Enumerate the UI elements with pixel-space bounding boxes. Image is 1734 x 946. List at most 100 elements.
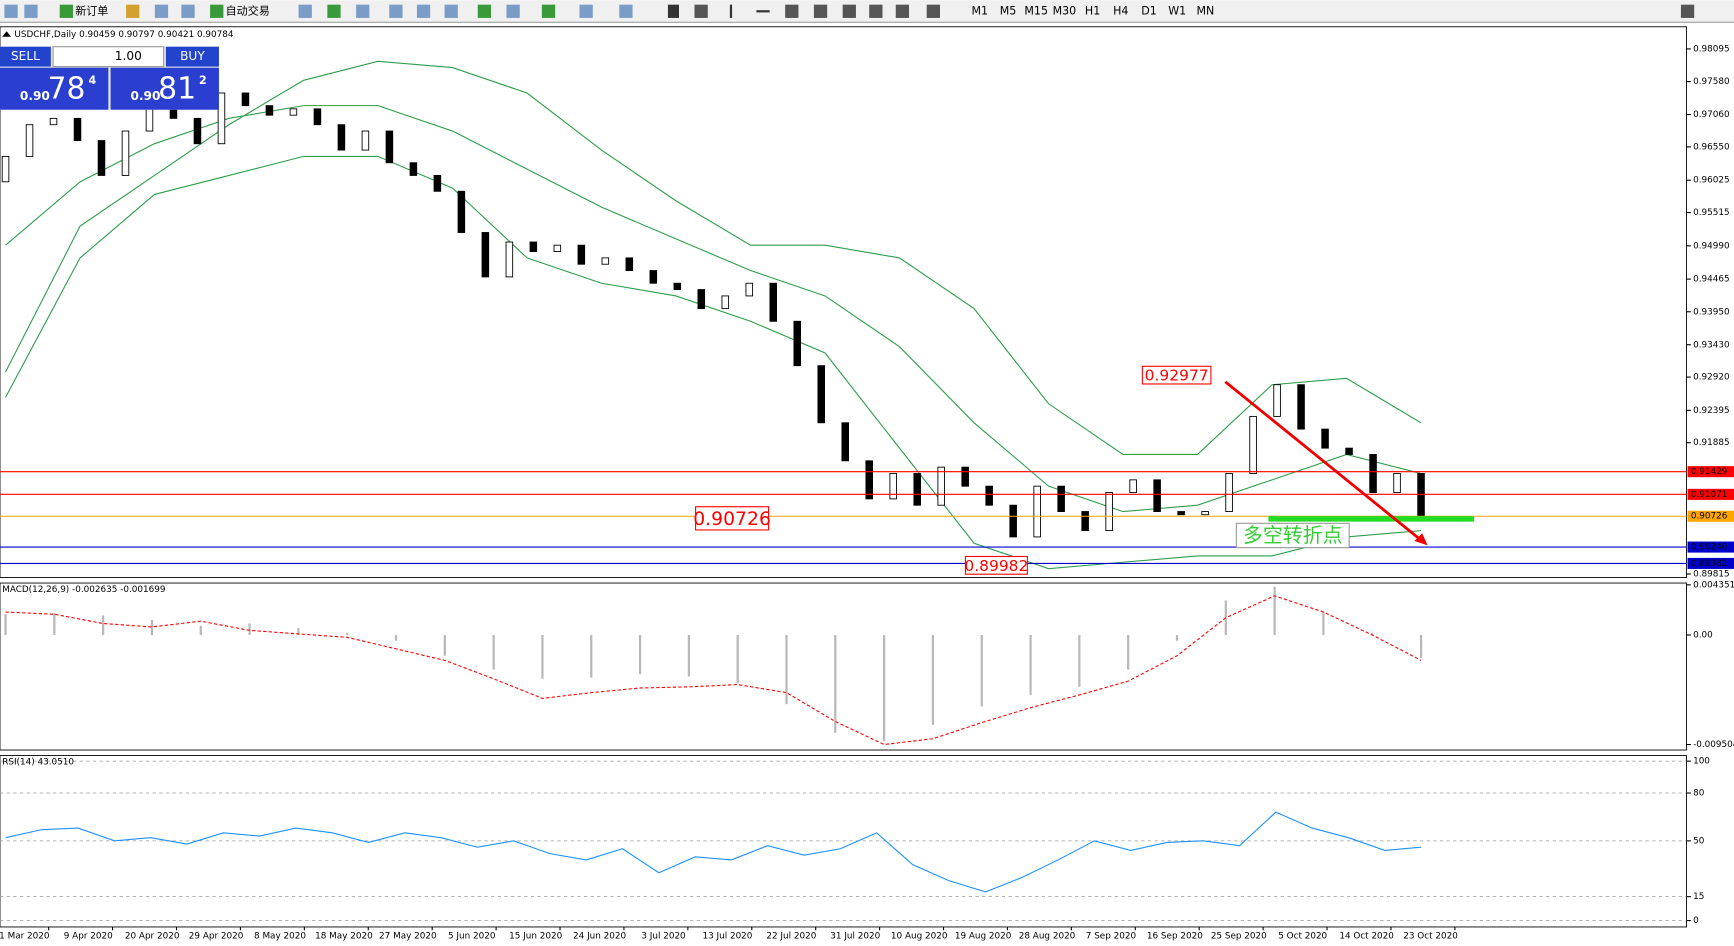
- timeframe-button[interactable]: H1: [1085, 4, 1100, 17]
- timeframe-button[interactable]: MN: [1196, 4, 1214, 17]
- macd-bar: [248, 623, 251, 636]
- macd-bar: [834, 635, 837, 733]
- icon[interactable]: [416, 4, 431, 18]
- icon[interactable]: [4, 4, 18, 18]
- icon[interactable]: [813, 4, 828, 18]
- icon[interactable]: [154, 4, 169, 18]
- candle: [385, 130, 394, 164]
- icon[interactable]: [869, 4, 883, 18]
- icon[interactable]: [506, 4, 520, 18]
- x-tick-label: 19 Aug 2020: [955, 931, 1012, 941]
- timeframe-button[interactable]: H4: [1113, 4, 1128, 17]
- candle: [1033, 485, 1041, 538]
- icon[interactable]: [389, 4, 403, 18]
- candle: [121, 130, 130, 176]
- annotation-box: [1235, 522, 1350, 549]
- macd-bar: [638, 635, 642, 675]
- candle: [97, 140, 106, 176]
- icon[interactable]: [619, 4, 633, 18]
- y-tick-label: -0.009504: [1693, 740, 1734, 750]
- icon[interactable]: [327, 4, 341, 18]
- level-tag: [1687, 557, 1734, 569]
- macd-bar: [1371, 632, 1374, 636]
- candle: [1345, 447, 1353, 455]
- x-tick-label: 7 Sep 2020: [1086, 931, 1137, 941]
- buy-button[interactable]: [165, 46, 219, 67]
- timeframe-button[interactable]: M1: [972, 4, 989, 17]
- macd-bar: [150, 620, 154, 636]
- timeframe-button[interactable]: M30: [1053, 4, 1077, 17]
- icon[interactable]: [785, 4, 799, 18]
- buy-price-box[interactable]: [110, 67, 219, 110]
- macd-panel: [0, 582, 1687, 751]
- icon[interactable]: [541, 4, 556, 18]
- sell-price-box[interactable]: [0, 67, 109, 110]
- candle: [457, 190, 466, 233]
- macd-bar: [590, 635, 593, 678]
- candle: [433, 174, 442, 192]
- x-tick-label: 15 Jun 2020: [509, 931, 562, 941]
- macd-bar: [199, 625, 202, 636]
- timeframe-button[interactable]: M15: [1024, 4, 1048, 17]
- x-tick-label: 29 Apr 2020: [189, 931, 244, 941]
- bollinger-lower: [5, 155, 1422, 570]
- new-order-button[interactable]: 新订单: [75, 3, 108, 17]
- x-tick-label: 8 May 2020: [254, 931, 306, 941]
- candle: [937, 466, 945, 506]
- macd-bar: [1078, 635, 1081, 687]
- macd-bar: [443, 635, 446, 656]
- icon[interactable]: [356, 4, 370, 18]
- y-tick-label: 80: [1693, 789, 1705, 799]
- annotation-box: [1141, 365, 1212, 385]
- candle: [49, 117, 58, 126]
- timeframe-button[interactable]: D1: [1141, 4, 1157, 17]
- icon[interactable]: [895, 4, 910, 18]
- icon[interactable]: [756, 10, 770, 13]
- icon[interactable]: [842, 4, 856, 18]
- level-tag: [1687, 466, 1734, 478]
- x-tick-label: 27 May 2020: [379, 931, 437, 941]
- icon[interactable]: [729, 4, 733, 18]
- icon[interactable]: [667, 4, 680, 18]
- collapse-icon[interactable]: [2, 31, 12, 37]
- candle: [577, 244, 586, 265]
- icon[interactable]: [126, 4, 140, 18]
- candle: [1249, 415, 1257, 474]
- toolbar: [0, 0, 1734, 23]
- x-tick-label: 5 Jun 2020: [448, 931, 496, 941]
- icon[interactable]: [477, 4, 492, 18]
- price-panel: [0, 26, 1687, 578]
- buy-label[interactable]: BUY: [180, 49, 205, 63]
- sell-label[interactable]: SELL: [11, 49, 40, 63]
- icon[interactable]: [579, 4, 593, 18]
- timeframe-button[interactable]: W1: [1168, 4, 1186, 17]
- icon[interactable]: [926, 4, 940, 18]
- candle: [313, 108, 322, 126]
- icon[interactable]: [1680, 4, 1695, 18]
- y-tick-label: 50: [1693, 836, 1705, 846]
- icon[interactable]: [298, 4, 312, 18]
- icon[interactable]: [444, 4, 458, 18]
- icon[interactable]: [694, 4, 708, 18]
- level-tag: [1687, 541, 1734, 553]
- y-tick-label: 0.93950: [1693, 307, 1730, 317]
- macd-bar: [394, 635, 398, 641]
- icon[interactable]: [59, 4, 73, 18]
- icon[interactable]: [24, 4, 38, 18]
- y-tick-label: 0.94990: [1693, 241, 1730, 251]
- candle: [1177, 511, 1185, 516]
- lot-input[interactable]: [52, 46, 165, 68]
- rsi-line: [5, 811, 1422, 893]
- icon[interactable]: [181, 4, 195, 18]
- icon[interactable]: [210, 4, 224, 18]
- candle: [601, 257, 610, 265]
- candle: [1057, 485, 1065, 512]
- y-tick-label: 0.97060: [1693, 110, 1730, 120]
- sell-button[interactable]: [0, 46, 51, 67]
- lot-value[interactable]: 1.00: [115, 49, 142, 63]
- timeframe-button[interactable]: M5: [1000, 4, 1017, 17]
- candle: [1, 155, 10, 183]
- auto-trading-button[interactable]: 自动交易: [226, 3, 270, 17]
- macd-bar: [346, 632, 349, 636]
- candle: [193, 117, 202, 145]
